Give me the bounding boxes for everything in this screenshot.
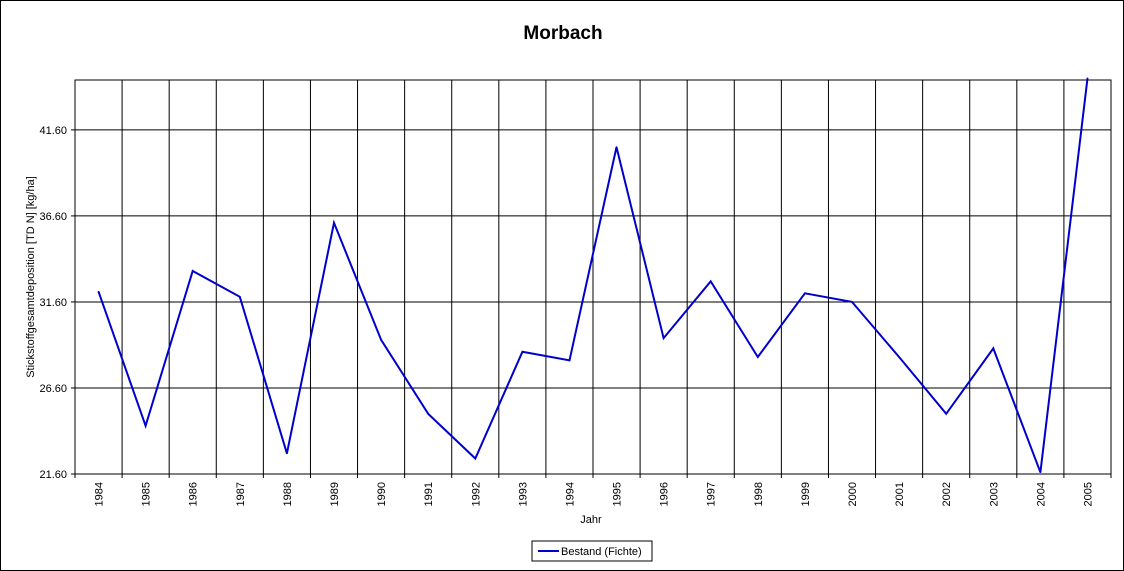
y-tick-label: 41.60 [39, 125, 67, 137]
data-point [1086, 77, 1089, 80]
data-point [191, 270, 194, 272]
x-tick-label: 1986 [188, 482, 200, 506]
y-axis-label: Stickstoffgesamtdeposition [TD N] [kg/ha… [25, 176, 37, 378]
x-tick-label: 1984 [94, 482, 106, 506]
data-point [757, 356, 759, 358]
x-tick-label: 1989 [329, 482, 341, 506]
x-tick-label: 1990 [376, 482, 388, 506]
x-tick-label: 1997 [706, 482, 718, 506]
y-tick-label: 21.60 [39, 469, 67, 481]
x-tick-label: 1988 [282, 482, 294, 506]
y-axis-ticks: 21.60 26.60 31.60 36.60 41.60 [39, 125, 75, 481]
x-tick-label: 1994 [564, 482, 576, 506]
data-point [380, 338, 382, 341]
x-tick-label: 1995 [612, 482, 624, 506]
x-tick-label: 1993 [517, 482, 529, 506]
x-tick-label: 1987 [235, 482, 247, 506]
x-tick-label: 2003 [988, 482, 1000, 506]
x-tick-label: 2002 [941, 482, 953, 506]
legend-label: Bestand (Fichte) [561, 546, 642, 558]
data-point [568, 359, 571, 362]
y-tick-label: 36.60 [39, 211, 67, 223]
data-point [286, 452, 288, 455]
legend: Bestand (Fichte) [531, 540, 653, 562]
grid-layer [75, 80, 1111, 475]
data-point [333, 222, 335, 224]
x-tick-label: 1999 [800, 482, 812, 506]
data-point [474, 457, 477, 460]
series-layer [97, 77, 1089, 474]
x-tick-label: 2004 [1035, 482, 1047, 506]
x-tick-label: 1985 [141, 482, 153, 506]
data-point [239, 295, 241, 298]
y-tick-label: 26.60 [39, 383, 67, 395]
data-point [851, 301, 853, 303]
x-tick-label: 1991 [423, 482, 435, 506]
data-point [709, 280, 712, 283]
legend-box [531, 540, 653, 562]
data-point [144, 425, 147, 427]
x-tick-label: 2005 [1082, 482, 1094, 506]
data-point [898, 356, 900, 358]
x-axis-ticks: 1984 1985 1986 1987 1988 1989 1990 1991 1992 1993… [74, 474, 1112, 506]
x-tick-label: 1992 [470, 482, 482, 506]
data-point [804, 292, 806, 295]
x-tick-label: 2001 [894, 482, 906, 506]
data-point [945, 412, 947, 415]
y-tick-label: 31.60 [39, 297, 67, 309]
chart-title: Morbach [523, 23, 602, 44]
data-point [97, 290, 100, 293]
data-point [992, 347, 995, 350]
data-point [615, 146, 618, 148]
data-point [521, 351, 524, 353]
x-tick-label: 1998 [753, 482, 765, 506]
x-axis-label: Jahr [580, 514, 602, 526]
series-line [97, 78, 1089, 473]
data-point [662, 337, 665, 339]
x-tick-label: 2000 [847, 482, 859, 506]
x-tick-label: 1996 [659, 482, 671, 506]
data-point [1039, 471, 1042, 474]
data-point [427, 412, 429, 415]
